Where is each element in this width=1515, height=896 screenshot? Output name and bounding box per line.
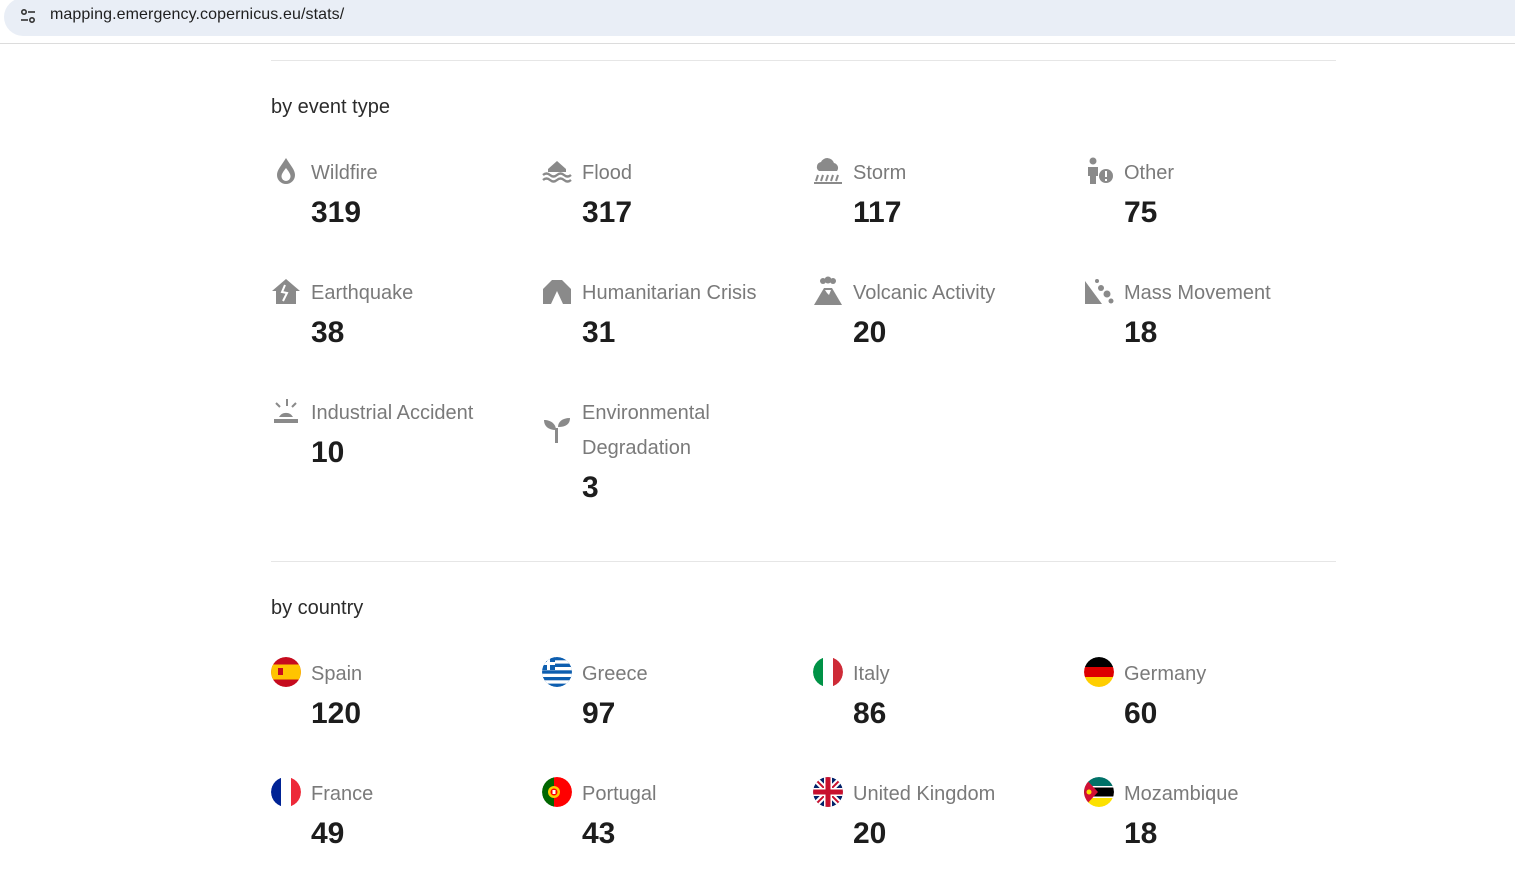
stat-value: 20: [853, 817, 887, 850]
stat-label: Environmental Degradation: [582, 402, 710, 459]
stat-label: Industrial Accident: [311, 402, 474, 424]
stat-value: 38: [311, 316, 345, 349]
mass-movement-icon: [1084, 276, 1114, 306]
environmental-degradation-icon: [542, 414, 572, 444]
stat-label: Earthquake: [311, 282, 414, 304]
germany-flag-icon: [1084, 657, 1114, 687]
section-title-country: by country: [271, 597, 364, 619]
united-kingdom-flag-icon: [813, 777, 843, 807]
stat-value: 319: [311, 196, 362, 229]
stat-label: Portugal: [582, 783, 657, 805]
spain-flag-icon: [271, 657, 301, 687]
stat-label: Volcanic Activity: [853, 282, 996, 304]
italy-flag-icon: [813, 657, 843, 687]
stat-label: United Kingdom: [853, 783, 996, 805]
earthquake-icon: [271, 276, 301, 306]
storm-icon: [813, 156, 843, 186]
stat-value: 18: [1124, 817, 1158, 850]
stat-value: 31: [582, 316, 616, 349]
mozambique-flag-icon: [1084, 777, 1114, 807]
stat-value: 75: [1124, 196, 1158, 229]
greece-flag-icon: [542, 657, 572, 687]
stat-value: 18: [1124, 316, 1158, 349]
stat-label: Greece: [582, 663, 648, 685]
stat-value: 3: [582, 471, 599, 504]
omnibox[interactable]: mapping.emergency.copernicus.eu/stats/: [4, 0, 1515, 36]
stat-label: Mozambique: [1124, 783, 1239, 805]
site-info-icon[interactable]: [16, 4, 40, 28]
stat-value: 120: [311, 697, 362, 730]
stat-value: 97: [582, 697, 616, 730]
section-title-event-type: by event type: [271, 96, 390, 118]
stat-label: Mass Movement: [1124, 282, 1271, 304]
stat-label: Spain: [311, 663, 363, 685]
industrial-accident-icon: [271, 396, 301, 426]
stat-label: Flood: [582, 162, 633, 184]
stat-label: Italy: [853, 663, 890, 685]
browser-address-bar: mapping.emergency.copernicus.eu/stats/: [0, 0, 1515, 44]
divider: [271, 60, 1336, 61]
stat-label: Humanitarian Crisis: [582, 282, 757, 304]
stat-value: 60: [1124, 697, 1158, 730]
flood-icon: [542, 156, 572, 186]
stat-value: 20: [853, 316, 887, 349]
stat-value: 43: [582, 817, 616, 850]
humanitarian-crisis-icon: [542, 276, 572, 306]
stat-label: Germany: [1124, 663, 1207, 685]
stat-label: France: [311, 783, 374, 805]
stat-value: 317: [582, 196, 633, 229]
stat-value: 117: [853, 196, 902, 229]
portugal-flag-icon: [542, 777, 572, 807]
stat-value: 10: [311, 436, 345, 469]
wildfire-icon: [271, 156, 301, 186]
url-text[interactable]: mapping.emergency.copernicus.eu/stats/: [50, 6, 345, 23]
volcanic-activity-icon: [813, 276, 843, 306]
other-icon: [1084, 156, 1114, 186]
divider: [271, 561, 1336, 562]
stat-label: Other: [1124, 162, 1175, 184]
france-flag-icon: [271, 777, 301, 807]
stat-value: 86: [853, 697, 887, 730]
stat-value: 49: [311, 817, 345, 850]
stat-label: Wildfire: [311, 162, 378, 184]
stat-label: Storm: [853, 162, 907, 184]
